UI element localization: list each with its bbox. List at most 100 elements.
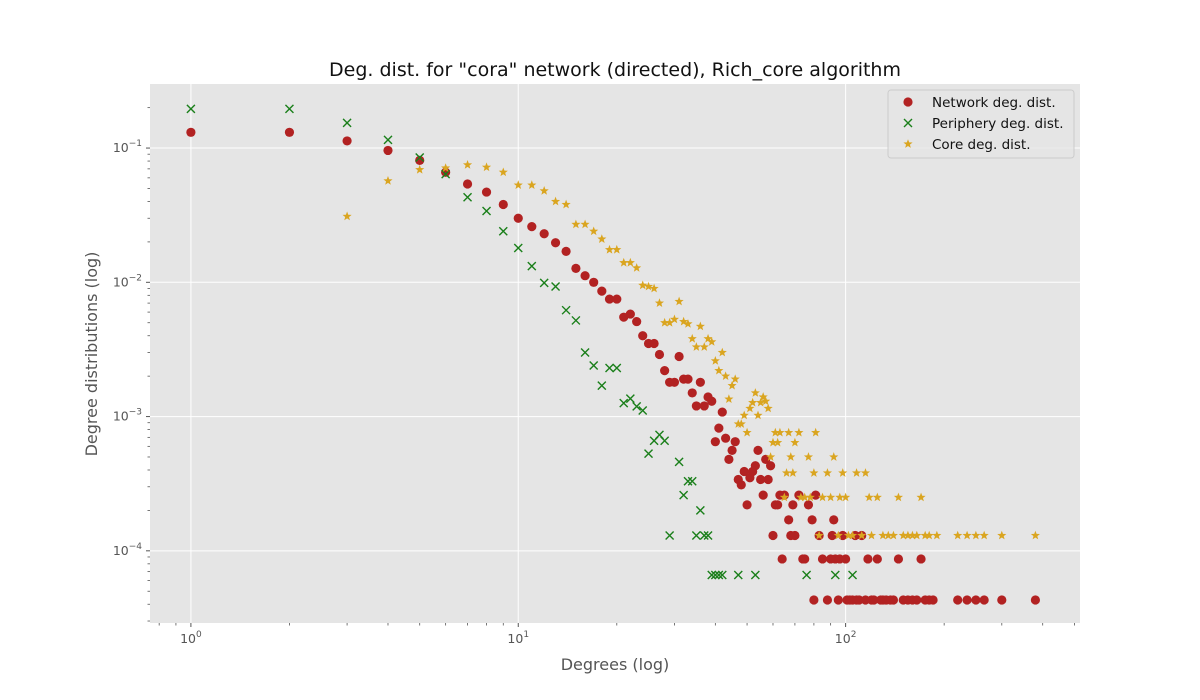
core-point [809, 468, 819, 477]
core-point [561, 199, 571, 209]
core-point [841, 492, 851, 502]
network-point [912, 595, 922, 605]
network-point [612, 294, 622, 304]
core-point [843, 530, 853, 540]
core-point [742, 427, 752, 437]
network-point [953, 595, 963, 605]
periphery-point [284, 104, 294, 114]
network-point [481, 187, 492, 197]
network-point [869, 595, 879, 605]
core-point [775, 427, 785, 437]
periphery-point [714, 570, 724, 580]
core-point [953, 530, 963, 540]
periphery-point [707, 570, 717, 580]
periphery-point [463, 192, 473, 202]
y-tick-label: 10−4 [113, 542, 142, 558]
periphery-point [679, 490, 689, 500]
core-point [811, 427, 821, 437]
network-point [691, 401, 701, 411]
periphery-point [665, 531, 675, 541]
network-point [695, 377, 705, 387]
core-point [498, 167, 508, 177]
core-point [660, 317, 670, 327]
network-point [833, 595, 843, 605]
legend: Network deg. dist. Periphery deg. dist. … [887, 89, 1075, 159]
core-point [761, 396, 771, 406]
core-point [654, 298, 665, 307]
network-point [604, 294, 615, 304]
core-point [920, 530, 930, 540]
core-point [739, 410, 749, 420]
periphery-point [717, 570, 727, 580]
periphery-point [830, 570, 840, 580]
core-point [817, 492, 828, 502]
network-point [638, 331, 648, 341]
periphery-point [674, 457, 684, 467]
network-point [807, 515, 817, 525]
core-point [826, 492, 836, 502]
data-points [186, 104, 1041, 605]
core-point [745, 403, 755, 413]
core-point [462, 160, 473, 169]
core-point [872, 492, 882, 502]
core-point [699, 342, 709, 351]
network-point [699, 401, 709, 411]
axis-ticks: 100 101 102 10−4 10−3 10−2 10−1 [113, 107, 1075, 646]
network-point [888, 595, 899, 605]
core-point [415, 164, 425, 174]
network-point [827, 530, 837, 541]
core-point [674, 296, 684, 306]
core-point [838, 468, 848, 477]
network-point [742, 500, 752, 510]
network-point [788, 500, 798, 510]
y-tick-label: 10−3 [113, 408, 142, 424]
periphery-point [597, 381, 607, 391]
core-point [687, 333, 697, 343]
network-point [539, 229, 549, 239]
core-point [796, 492, 806, 502]
legend-box [887, 89, 1075, 159]
periphery-point [551, 282, 561, 292]
core-point [669, 314, 680, 324]
core-point [481, 162, 492, 172]
core-point [786, 452, 796, 461]
network-point [674, 351, 684, 362]
network-point [649, 338, 659, 349]
core-point [342, 211, 352, 221]
network-point [773, 500, 783, 510]
series-core [342, 160, 1040, 540]
core-point [625, 257, 635, 267]
network-point [687, 388, 697, 398]
y-tick-label: 10−1 [113, 139, 142, 155]
network-point [730, 437, 740, 447]
network-point [817, 554, 828, 564]
core-point [805, 492, 815, 502]
periphery-point [612, 363, 622, 373]
core-point [632, 263, 642, 272]
network-point [829, 515, 839, 525]
core-point [539, 186, 549, 195]
core-point [788, 468, 798, 477]
network-point [561, 246, 571, 256]
network-point [863, 554, 873, 564]
series-network [186, 127, 1041, 605]
periphery-point [687, 476, 697, 486]
core-point [736, 419, 746, 428]
core-point [527, 180, 537, 189]
periphery-point [638, 405, 648, 415]
core-point [803, 452, 814, 461]
core-point [748, 397, 758, 407]
core-point [833, 530, 843, 540]
periphery-point [589, 361, 599, 371]
network-point [997, 595, 1007, 605]
core-point [924, 530, 934, 540]
x-tick-label: 101 [507, 630, 529, 646]
network-point [928, 595, 938, 605]
network-point [822, 595, 833, 605]
network-point [513, 213, 523, 223]
network-point [736, 480, 746, 490]
core-point [962, 530, 972, 540]
network-point [727, 445, 737, 455]
periphery-point [498, 226, 508, 236]
core-point [794, 427, 804, 437]
